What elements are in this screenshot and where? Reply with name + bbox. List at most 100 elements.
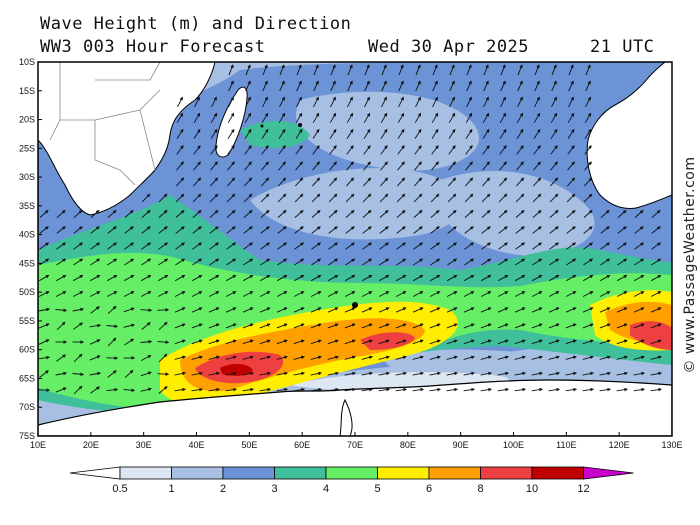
direction-arrow	[293, 307, 305, 313]
direction-arrow	[276, 307, 288, 313]
direction-arrow	[551, 80, 557, 92]
direction-arrow	[481, 242, 491, 250]
direction-arrow	[534, 96, 540, 108]
direction-arrow	[633, 291, 645, 297]
direction-arrow	[551, 64, 557, 76]
colorbar-low-end	[69, 466, 121, 480]
direction-arrow	[600, 226, 610, 234]
direction-arrow	[243, 258, 254, 266]
direction-arrow	[242, 291, 254, 297]
direction-arrow	[634, 242, 644, 250]
direction-arrow	[38, 291, 50, 297]
direction-arrow	[276, 387, 288, 392]
direction-arrow	[616, 371, 628, 376]
direction-arrow	[500, 96, 506, 108]
direction-arrow	[90, 258, 101, 266]
direction-arrow	[395, 355, 407, 360]
direction-arrow	[177, 96, 183, 108]
direction-arrow	[481, 210, 491, 218]
colorbar-segment	[428, 466, 481, 480]
direction-arrow	[90, 386, 100, 394]
direction-arrow	[278, 161, 286, 171]
forecast-time: 21 UTC	[590, 37, 655, 57]
direction-arrow	[412, 339, 424, 345]
direction-arrow	[296, 96, 302, 108]
direction-arrow	[432, 80, 438, 92]
direction-arrow	[431, 161, 439, 171]
direction-arrow	[516, 161, 524, 171]
direction-arrow	[550, 145, 558, 155]
direction-arrow	[481, 177, 491, 187]
direction-arrow	[345, 226, 355, 234]
lon-label: 120E	[609, 440, 630, 450]
direction-arrow	[243, 242, 253, 250]
direction-arrow	[583, 210, 593, 218]
direction-arrow	[534, 64, 540, 76]
direction-arrow	[516, 128, 524, 139]
direction-arrow	[582, 387, 594, 392]
direction-arrow	[499, 161, 507, 171]
direction-arrow	[210, 128, 218, 139]
direction-arrow	[328, 258, 339, 266]
direction-arrow	[582, 291, 594, 297]
direction-arrow	[294, 210, 304, 218]
direction-arrow	[310, 371, 322, 376]
direction-arrow	[583, 177, 593, 187]
direction-arrow	[447, 226, 457, 234]
direction-arrow	[532, 210, 542, 218]
direction-arrow	[312, 145, 320, 155]
direction-arrow	[362, 210, 372, 218]
direction-arrow	[89, 274, 101, 282]
direction-arrow	[361, 291, 373, 297]
direction-arrow	[498, 193, 508, 203]
direction-arrow	[532, 226, 542, 234]
direction-arrow	[499, 112, 507, 123]
direction-arrow	[123, 291, 135, 297]
direction-arrow	[347, 96, 353, 108]
direction-arrow	[565, 291, 577, 297]
direction-arrow	[566, 193, 576, 203]
direction-arrow	[140, 291, 152, 297]
antarctica-peninsula	[339, 398, 353, 436]
direction-arrow	[531, 355, 543, 360]
direction-arrow	[73, 226, 83, 234]
direction-arrow	[296, 80, 302, 92]
direction-arrow	[599, 307, 611, 313]
direction-arrow	[73, 322, 83, 330]
direction-arrow	[549, 258, 560, 266]
direction-arrow	[191, 339, 203, 345]
direction-arrow	[549, 242, 559, 250]
direction-arrow	[651, 226, 661, 234]
direction-arrow	[361, 339, 373, 345]
direction-arrow	[515, 258, 526, 266]
direction-arrow	[499, 145, 507, 155]
direction-arrow	[327, 371, 339, 376]
colorbar-segment	[377, 466, 430, 480]
direction-arrow	[362, 177, 372, 187]
lat-label: 55S	[19, 316, 35, 326]
direction-arrow	[106, 324, 119, 329]
direction-arrow	[378, 339, 390, 345]
direction-arrow	[261, 128, 269, 139]
direction-arrow	[310, 355, 322, 360]
direction-arrow	[344, 339, 356, 345]
direction-arrow	[124, 242, 134, 250]
direction-arrow	[380, 161, 388, 171]
direction-arrow	[650, 339, 662, 345]
direction-arrow	[226, 177, 236, 187]
direction-arrow	[193, 112, 201, 123]
direction-arrow	[650, 387, 662, 392]
direction-arrow	[191, 323, 203, 329]
direction-arrow	[278, 128, 286, 139]
direction-arrow	[262, 64, 268, 76]
direction-arrow	[208, 323, 220, 329]
direction-arrow	[123, 274, 135, 282]
direction-arrow	[210, 145, 218, 155]
direction-arrow	[39, 242, 49, 250]
direction-arrow	[277, 210, 287, 218]
direction-arrow	[585, 80, 591, 92]
direction-arrow	[549, 210, 559, 218]
direction-arrow	[73, 353, 83, 363]
direction-arrow	[107, 242, 117, 250]
